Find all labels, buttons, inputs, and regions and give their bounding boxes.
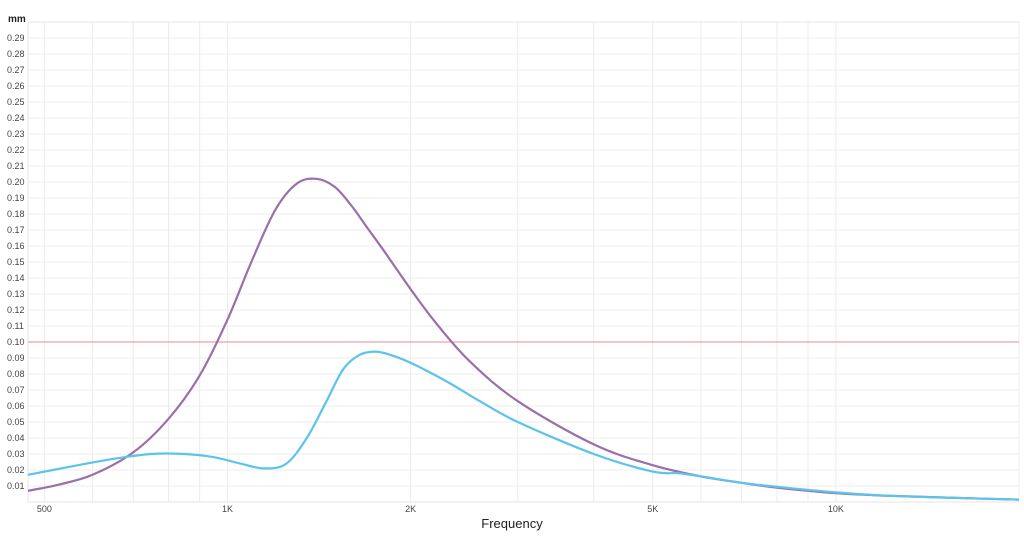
- y-tick-label: 0.29: [7, 33, 25, 43]
- y-tick-label: 0.05: [7, 417, 25, 427]
- y-tick-label: 0.23: [7, 129, 25, 139]
- y-tick-label: 0.28: [7, 49, 25, 59]
- y-tick-label: 0.17: [7, 225, 25, 235]
- y-tick-label: 0.12: [7, 305, 25, 315]
- x-tick-label: 500: [37, 504, 52, 514]
- y-tick-label: 0.14: [7, 273, 25, 283]
- y-tick-label: 0.18: [7, 209, 25, 219]
- y-tick-label: 0.16: [7, 241, 25, 251]
- y-tick-label: 0.07: [7, 385, 25, 395]
- x-tick-label: 2K: [405, 504, 416, 514]
- series-line-1: [27, 177, 1020, 501]
- y-tick-label: 0.10: [7, 337, 25, 347]
- x-axis-title: Frequency: [481, 516, 543, 531]
- y-tick-label: 0.06: [7, 401, 25, 411]
- x-gridlines: [43, 22, 1020, 502]
- y-tick-label: 0.25: [7, 97, 25, 107]
- y-tick-label: 0.11: [7, 321, 24, 331]
- y-tick-label: 0.08: [7, 369, 25, 379]
- y-tick-label: 0.09: [7, 353, 25, 363]
- x-tick-label: 5K: [647, 504, 658, 514]
- x-tick-label: 10K: [828, 504, 844, 514]
- y-tick-label: 0.21: [7, 161, 25, 171]
- series-group: [27, 177, 1020, 501]
- x-tick-labels: 500 1K 2K 5K 10K: [37, 504, 844, 514]
- y-tick-label: 0.15: [7, 257, 25, 267]
- y-unit-label: mm: [8, 14, 26, 25]
- y-tick-label: 0.13: [7, 289, 25, 299]
- y-tick-label: 0.20: [7, 177, 25, 187]
- y-tick-label: 0.26: [7, 81, 25, 91]
- y-tick-label: 0.22: [7, 145, 25, 155]
- series-line-2: [27, 350, 1020, 501]
- y-tick-label: 0.27: [7, 65, 25, 75]
- y-tick-labels: 0.01 0.02 0.03 0.04 0.05 0.06 0.07 0.08 0.09 0.10…: [7, 33, 25, 491]
- y-gridlines: [27, 21, 1020, 503]
- y-tick-label: 0.01: [7, 481, 25, 491]
- y-tick-label: 0.03: [7, 449, 25, 459]
- x-tick-label: 1K: [222, 504, 233, 514]
- y-tick-label: 0.02: [7, 465, 25, 475]
- y-tick-label: 0.19: [7, 193, 25, 203]
- y-tick-label: 0.24: [7, 113, 25, 123]
- y-tick-label: 0.04: [7, 433, 25, 443]
